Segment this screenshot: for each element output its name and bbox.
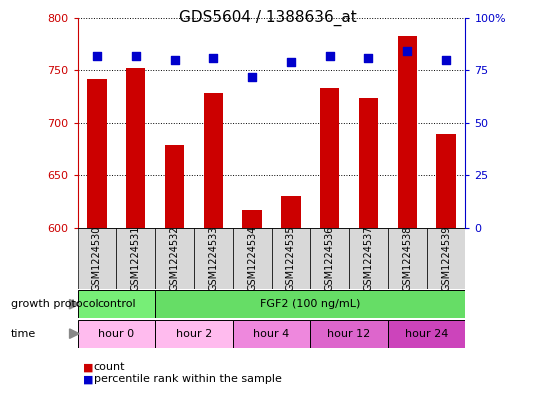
- Text: hour 12: hour 12: [327, 329, 371, 339]
- Bar: [437, 134, 456, 228]
- Bar: [78, 228, 116, 289]
- Text: hour 24: hour 24: [405, 329, 448, 339]
- Bar: [281, 196, 301, 228]
- Text: growth protocol: growth protocol: [11, 299, 98, 309]
- Point: [364, 55, 373, 61]
- Text: GSM1224538: GSM1224538: [402, 226, 412, 291]
- Bar: [194, 228, 233, 289]
- Text: GSM1224530: GSM1224530: [92, 226, 102, 291]
- Text: count: count: [94, 362, 125, 373]
- Bar: [233, 228, 271, 289]
- Text: percentile rank within the sample: percentile rank within the sample: [94, 374, 281, 384]
- Text: GSM1224533: GSM1224533: [208, 226, 218, 291]
- Bar: [310, 320, 388, 348]
- Bar: [242, 210, 262, 228]
- Text: ■: ■: [83, 362, 94, 373]
- Point: [132, 52, 140, 59]
- Bar: [155, 228, 194, 289]
- Text: ■: ■: [83, 374, 94, 384]
- Bar: [204, 94, 223, 228]
- Bar: [126, 68, 146, 228]
- Text: hour 4: hour 4: [254, 329, 289, 339]
- Polygon shape: [70, 299, 79, 309]
- Bar: [359, 97, 378, 228]
- Bar: [155, 290, 465, 318]
- Text: control: control: [97, 299, 136, 309]
- Bar: [116, 228, 155, 289]
- Point: [403, 48, 411, 55]
- Bar: [388, 228, 427, 289]
- Text: hour 2: hour 2: [176, 329, 212, 339]
- Point: [248, 73, 256, 80]
- Point: [170, 57, 179, 63]
- Bar: [271, 228, 310, 289]
- Bar: [78, 290, 155, 318]
- Bar: [310, 228, 349, 289]
- Text: GSM1224539: GSM1224539: [441, 226, 451, 291]
- Text: GSM1224534: GSM1224534: [247, 226, 257, 291]
- Bar: [87, 79, 106, 228]
- Bar: [78, 320, 155, 348]
- Bar: [155, 320, 233, 348]
- Point: [287, 59, 295, 65]
- Polygon shape: [70, 329, 79, 338]
- Text: GSM1224532: GSM1224532: [170, 226, 180, 291]
- Text: GDS5604 / 1388636_at: GDS5604 / 1388636_at: [179, 10, 356, 26]
- Bar: [233, 320, 310, 348]
- Text: hour 0: hour 0: [98, 329, 134, 339]
- Text: GSM1224531: GSM1224531: [131, 226, 141, 291]
- Text: time: time: [11, 329, 36, 339]
- Text: GSM1224537: GSM1224537: [363, 226, 373, 291]
- Bar: [349, 228, 388, 289]
- Bar: [165, 145, 184, 228]
- Bar: [320, 88, 339, 228]
- Point: [209, 55, 218, 61]
- Point: [93, 52, 101, 59]
- Bar: [398, 35, 417, 228]
- Text: GSM1224536: GSM1224536: [325, 226, 335, 291]
- Text: GSM1224535: GSM1224535: [286, 226, 296, 291]
- Bar: [388, 320, 465, 348]
- Text: FGF2 (100 ng/mL): FGF2 (100 ng/mL): [260, 299, 361, 309]
- Point: [325, 52, 334, 59]
- Bar: [427, 228, 465, 289]
- Point: [442, 57, 450, 63]
